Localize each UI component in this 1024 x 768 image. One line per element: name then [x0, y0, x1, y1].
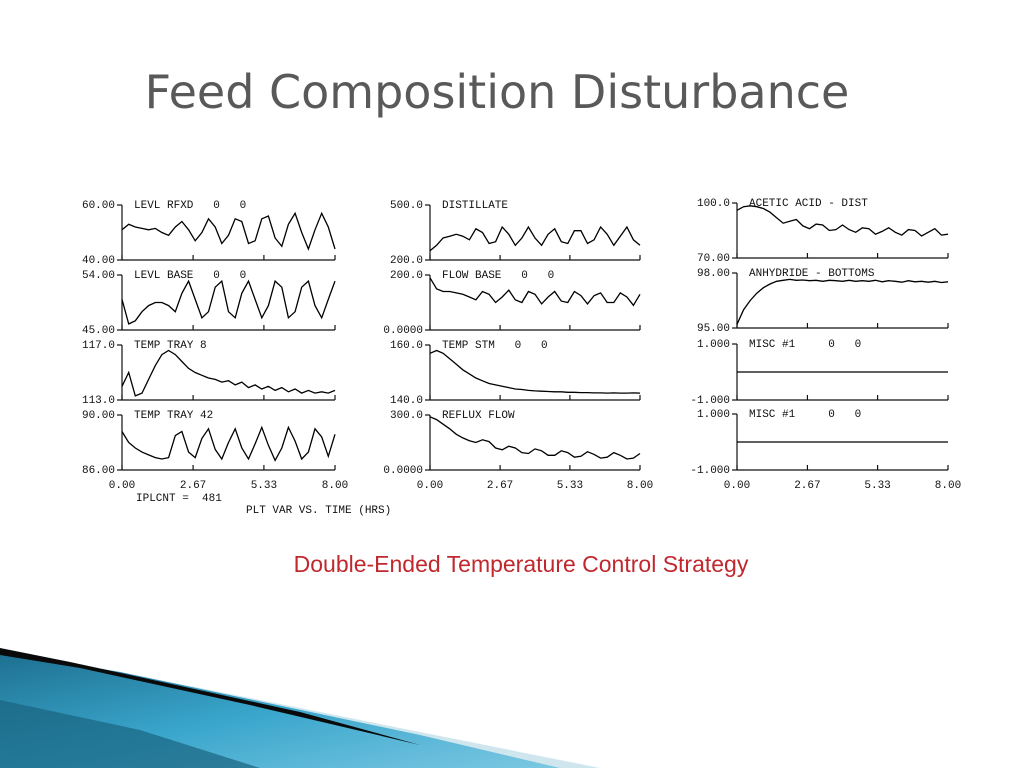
x-tick-label: 2.67 [487, 480, 513, 492]
y-tick-label: 1.000 [697, 339, 730, 351]
y-tick-label: 86.00 [82, 465, 115, 477]
data-line [121, 349, 336, 397]
x-tick-label: 0.00 [417, 480, 443, 492]
chart-title: DISTILLATE [442, 200, 508, 212]
y-tick-label: -1.000 [690, 395, 730, 407]
y-tick-label: 1.000 [697, 409, 730, 421]
chart-title: FLOW BASE 0 0 [442, 270, 554, 282]
x-tick-label: 8.00 [322, 480, 348, 492]
chart-title: ANHYDRIDE - BOTTOMS [749, 268, 875, 280]
counter-label: IPLCNT = 481 [136, 493, 222, 505]
y-tick-label: 70.00 [697, 253, 730, 265]
data-line [429, 225, 641, 252]
chart-title: ACETIC ACID - DIST [749, 198, 868, 210]
data-line [429, 277, 641, 307]
x-tick-label: 5.33 [557, 480, 583, 492]
y-tick-label: 0.0000 [383, 325, 423, 337]
y-tick-label: 0.0000 [383, 465, 423, 477]
y-tick-label: 98.00 [697, 268, 730, 280]
caption: Double-Ended Temperature Control Strateg… [294, 551, 749, 577]
y-tick-label: 90.00 [82, 410, 115, 422]
data-line [121, 425, 336, 462]
data-line [429, 349, 641, 394]
x-tick-label: 2.67 [180, 480, 206, 492]
x-tick-label: 5.33 [251, 480, 277, 492]
y-tick-label: 500.0 [390, 200, 423, 212]
x-tick-label: 8.00 [935, 480, 961, 492]
chart-title: TEMP TRAY 42 [134, 410, 213, 422]
slide-title: Feed Composition Disturbance [145, 65, 850, 119]
y-tick-label: 200.0 [390, 255, 423, 267]
x-axis-label: PLT VAR VS. TIME (HRS) [246, 505, 391, 517]
y-tick-label: 95.00 [697, 323, 730, 335]
y-tick-label: 117.0 [82, 340, 115, 352]
data-line [429, 416, 641, 460]
chart-title: REFLUX FLOW [442, 410, 515, 422]
y-tick-label: 160.0 [390, 340, 423, 352]
chart-title: MISC #1 0 0 [749, 409, 861, 421]
x-tick-label: 0.00 [109, 480, 135, 492]
y-tick-label: 40.00 [82, 255, 115, 267]
y-tick-label: -1.000 [690, 465, 730, 477]
y-tick-label: 200.0 [390, 270, 423, 282]
decor-swoosh [0, 648, 600, 768]
chart-title: MISC #1 0 0 [749, 339, 861, 351]
chart-title: LEVL RFXD 0 0 [134, 200, 246, 212]
x-tick-label: 8.00 [627, 480, 653, 492]
data-line [121, 211, 336, 251]
data-line [121, 279, 336, 325]
data-line [736, 205, 949, 237]
y-tick-label: 140.0 [390, 395, 423, 407]
x-tick-label: 5.33 [864, 480, 890, 492]
chart-title: TEMP TRAY 8 [134, 340, 207, 352]
y-tick-label: 100.0 [697, 198, 730, 210]
chart-title: LEVL BASE 0 0 [134, 270, 246, 282]
y-tick-label: 54.00 [82, 270, 115, 282]
x-tick-label: 2.67 [794, 480, 820, 492]
chart-title: TEMP STM 0 0 [442, 340, 548, 352]
y-tick-label: 45.00 [82, 325, 115, 337]
y-tick-label: 113.0 [82, 395, 115, 407]
data-line [736, 278, 949, 325]
y-tick-label: 300.0 [390, 410, 423, 422]
x-tick-label: 0.00 [724, 480, 750, 492]
y-tick-label: 60.00 [82, 200, 115, 212]
